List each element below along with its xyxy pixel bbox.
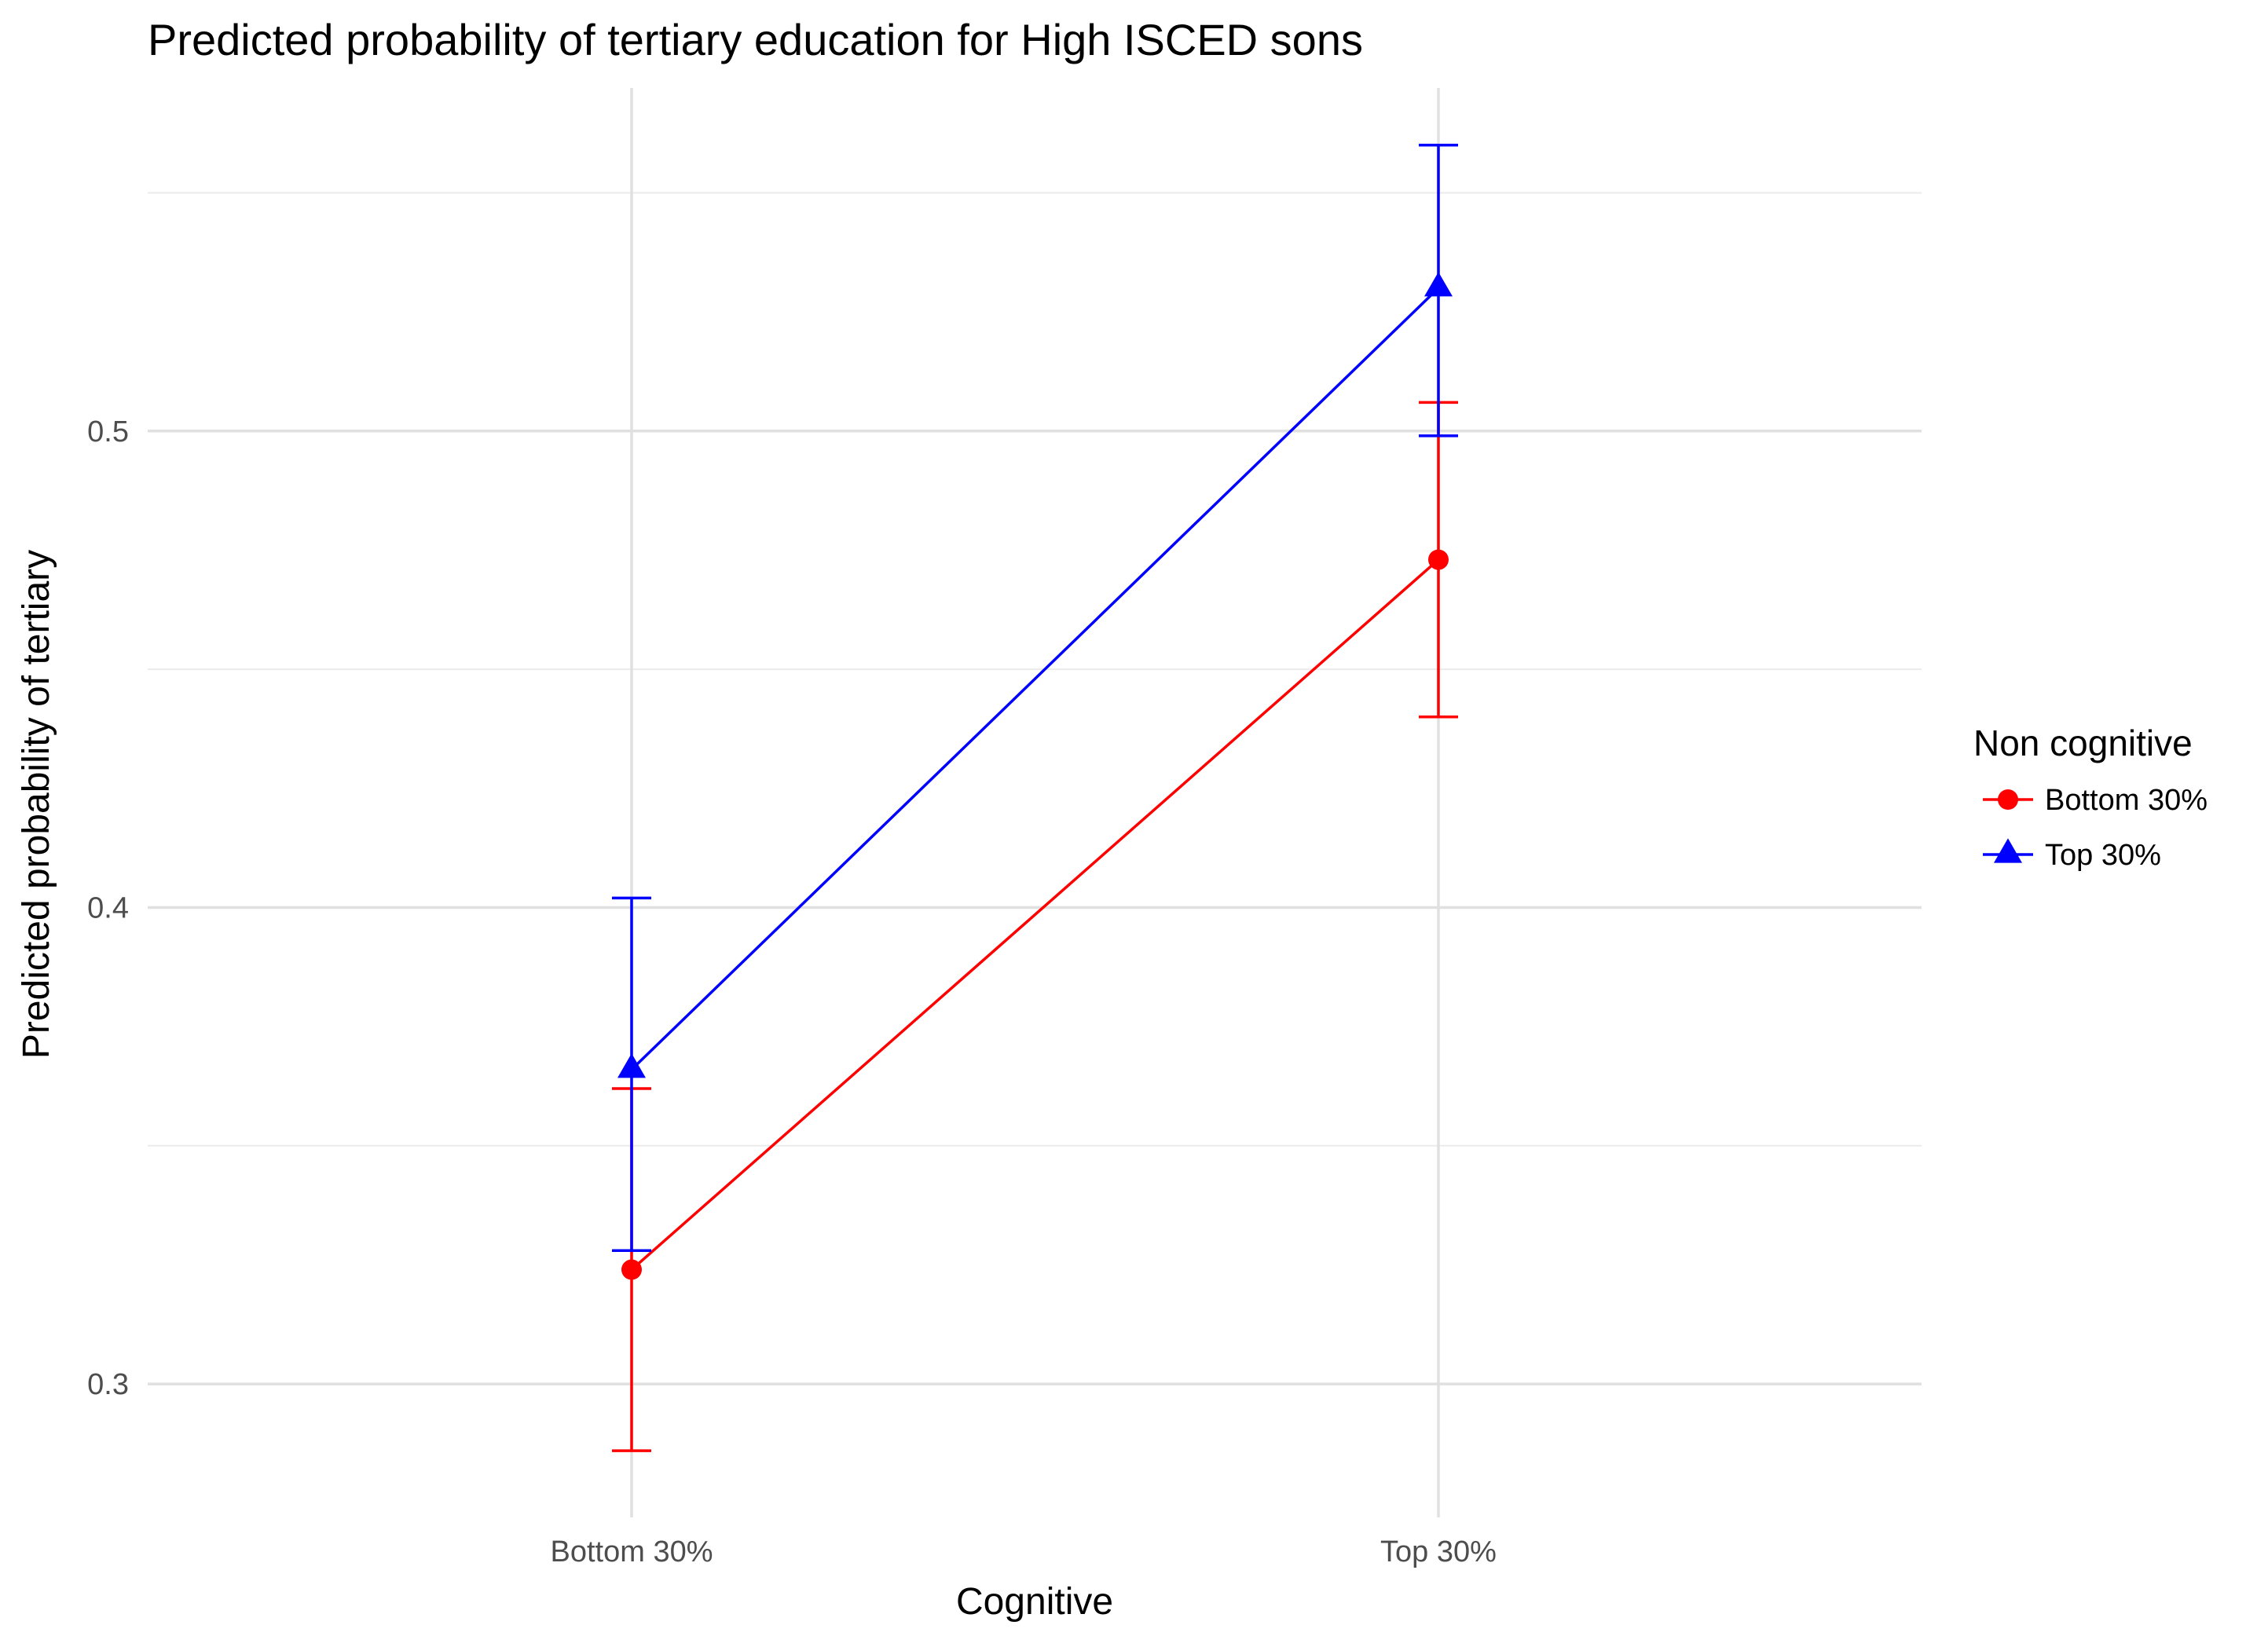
x-tick-label: Bottom 30%	[551, 1535, 713, 1568]
data-point-triangle	[617, 1053, 646, 1078]
y-tick-label: 0.3	[87, 1368, 129, 1401]
chart-title: Predicted probability of tertiary educat…	[148, 15, 1363, 64]
legend-key-circle	[1998, 789, 2018, 810]
series-line-0	[630, 558, 1440, 1271]
legend-title: Non cognitive	[1973, 723, 2193, 763]
y-tick-label: 0.5	[87, 415, 129, 448]
data-point-triangle	[1424, 272, 1453, 297]
gridlines	[148, 88, 1922, 1517]
tick-labels: 0.3 0.4 0.5 Bottom 30% Top 30%	[87, 415, 1497, 1568]
x-tick-label: Top 30%	[1380, 1535, 1497, 1568]
series-line-1	[630, 287, 1440, 1071]
legend: Non cognitive Bottom 30% Top 30%	[1973, 723, 2208, 872]
y-axis-title: Predicted probability of tertiary	[16, 550, 57, 1059]
legend-key-triangle	[1994, 838, 2022, 863]
data-point-circle	[1428, 549, 1449, 570]
y-tick-label: 0.4	[87, 891, 129, 924]
plot-marks	[612, 144, 1458, 1452]
legend-label: Top 30%	[2045, 839, 2161, 872]
data-point-circle	[621, 1259, 642, 1280]
legend-label: Bottom 30%	[2045, 784, 2208, 817]
x-axis-title: Cognitive	[956, 1581, 1113, 1623]
